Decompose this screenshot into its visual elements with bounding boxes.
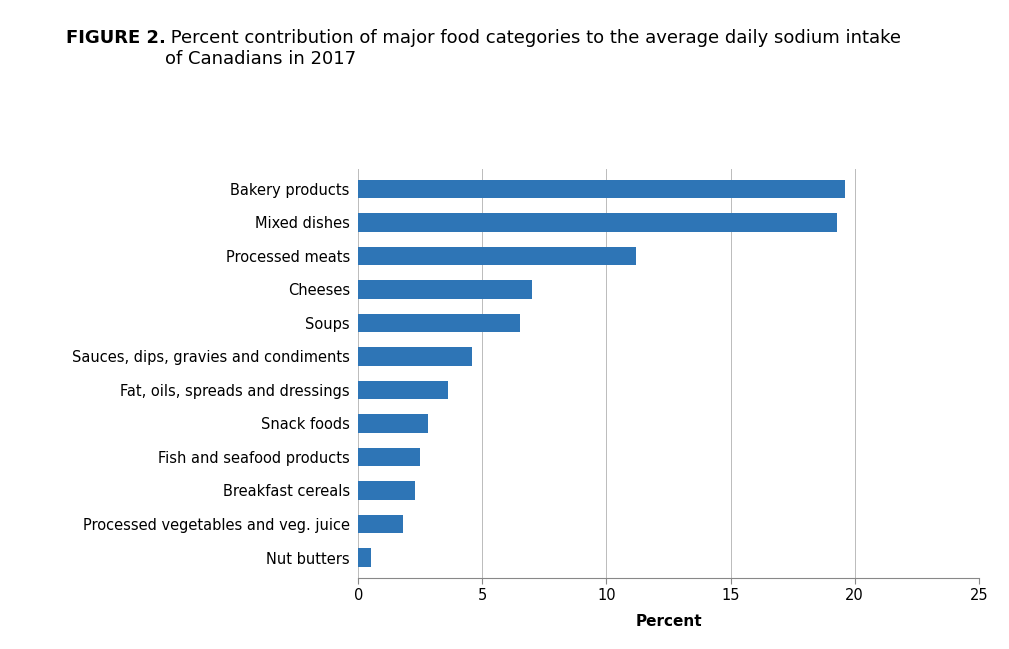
- Bar: [358, 280, 532, 299]
- Bar: [358, 482, 416, 500]
- X-axis label: Percent: Percent: [635, 614, 702, 629]
- Bar: [358, 313, 520, 332]
- Bar: [358, 448, 421, 466]
- Bar: [358, 247, 637, 265]
- Bar: [358, 381, 448, 399]
- Bar: [358, 347, 472, 365]
- Bar: [358, 180, 845, 198]
- Text: Percent contribution of major food categories to the average daily sodium intake: Percent contribution of major food categ…: [165, 29, 901, 68]
- Bar: [358, 515, 403, 533]
- Bar: [358, 213, 837, 232]
- Text: FIGURE 2.: FIGURE 2.: [66, 29, 165, 47]
- Bar: [358, 548, 370, 567]
- Bar: [358, 414, 428, 433]
